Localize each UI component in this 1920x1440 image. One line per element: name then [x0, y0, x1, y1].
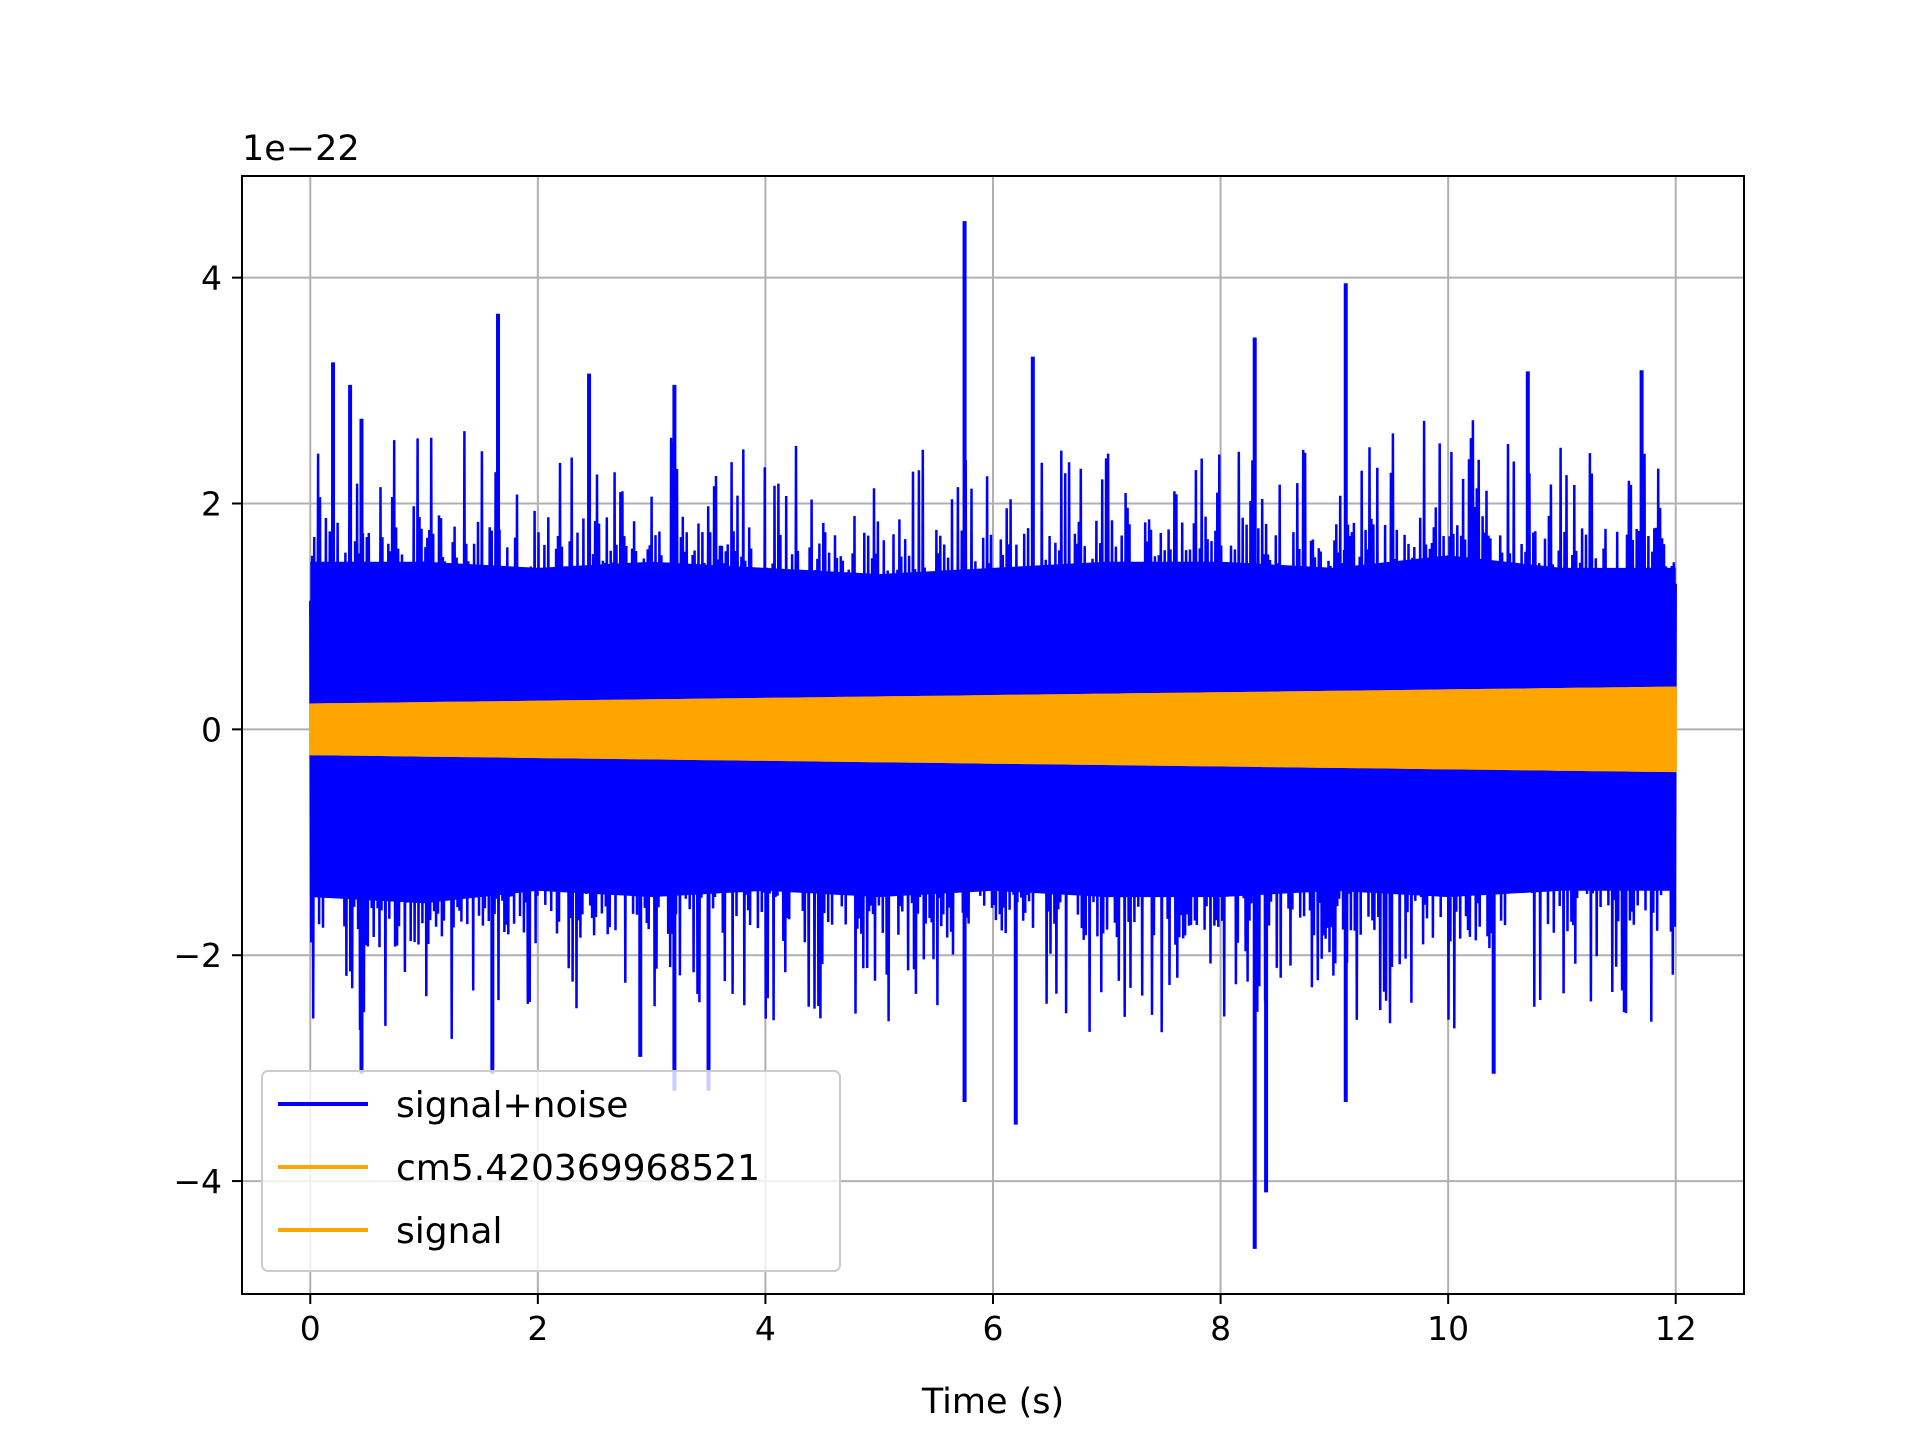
series-signal [309, 686, 1677, 773]
legend-label-signal: signal [396, 1211, 503, 1252]
y-tick-label: 0 [201, 710, 222, 749]
legend: signal+noise cm5.420369968521 signal [261, 1070, 841, 1272]
y-offset-label: 1e−22 [242, 129, 360, 169]
y-tick-label: −2 [173, 936, 222, 975]
y-axis: −4 −2 0 2 4 [173, 259, 242, 1201]
y-tick-label: −4 [173, 1162, 222, 1201]
x-tick-label: 12 [1655, 1309, 1697, 1348]
series-layer [309, 221, 1677, 1249]
x-tick-label: 2 [527, 1309, 548, 1348]
series-signal-noise [309, 420, 1677, 1039]
x-tick-label: 10 [1427, 1309, 1469, 1348]
y-tick-label: 2 [201, 484, 222, 523]
x-axis-label: Time (s) [921, 1382, 1064, 1422]
legend-box [261, 1070, 841, 1272]
y-tick-label: 4 [201, 259, 222, 298]
legend-label-signal-noise: signal+noise [396, 1085, 628, 1126]
x-tick-label: 4 [755, 1309, 776, 1348]
x-axis: 0 2 4 6 8 10 12 [300, 1294, 1697, 1348]
x-tick-label: 8 [1210, 1309, 1231, 1348]
x-tick-label: 0 [300, 1309, 321, 1348]
x-tick-label: 6 [983, 1309, 1004, 1348]
legend-label-cm: cm5.420369968521 [396, 1148, 760, 1189]
